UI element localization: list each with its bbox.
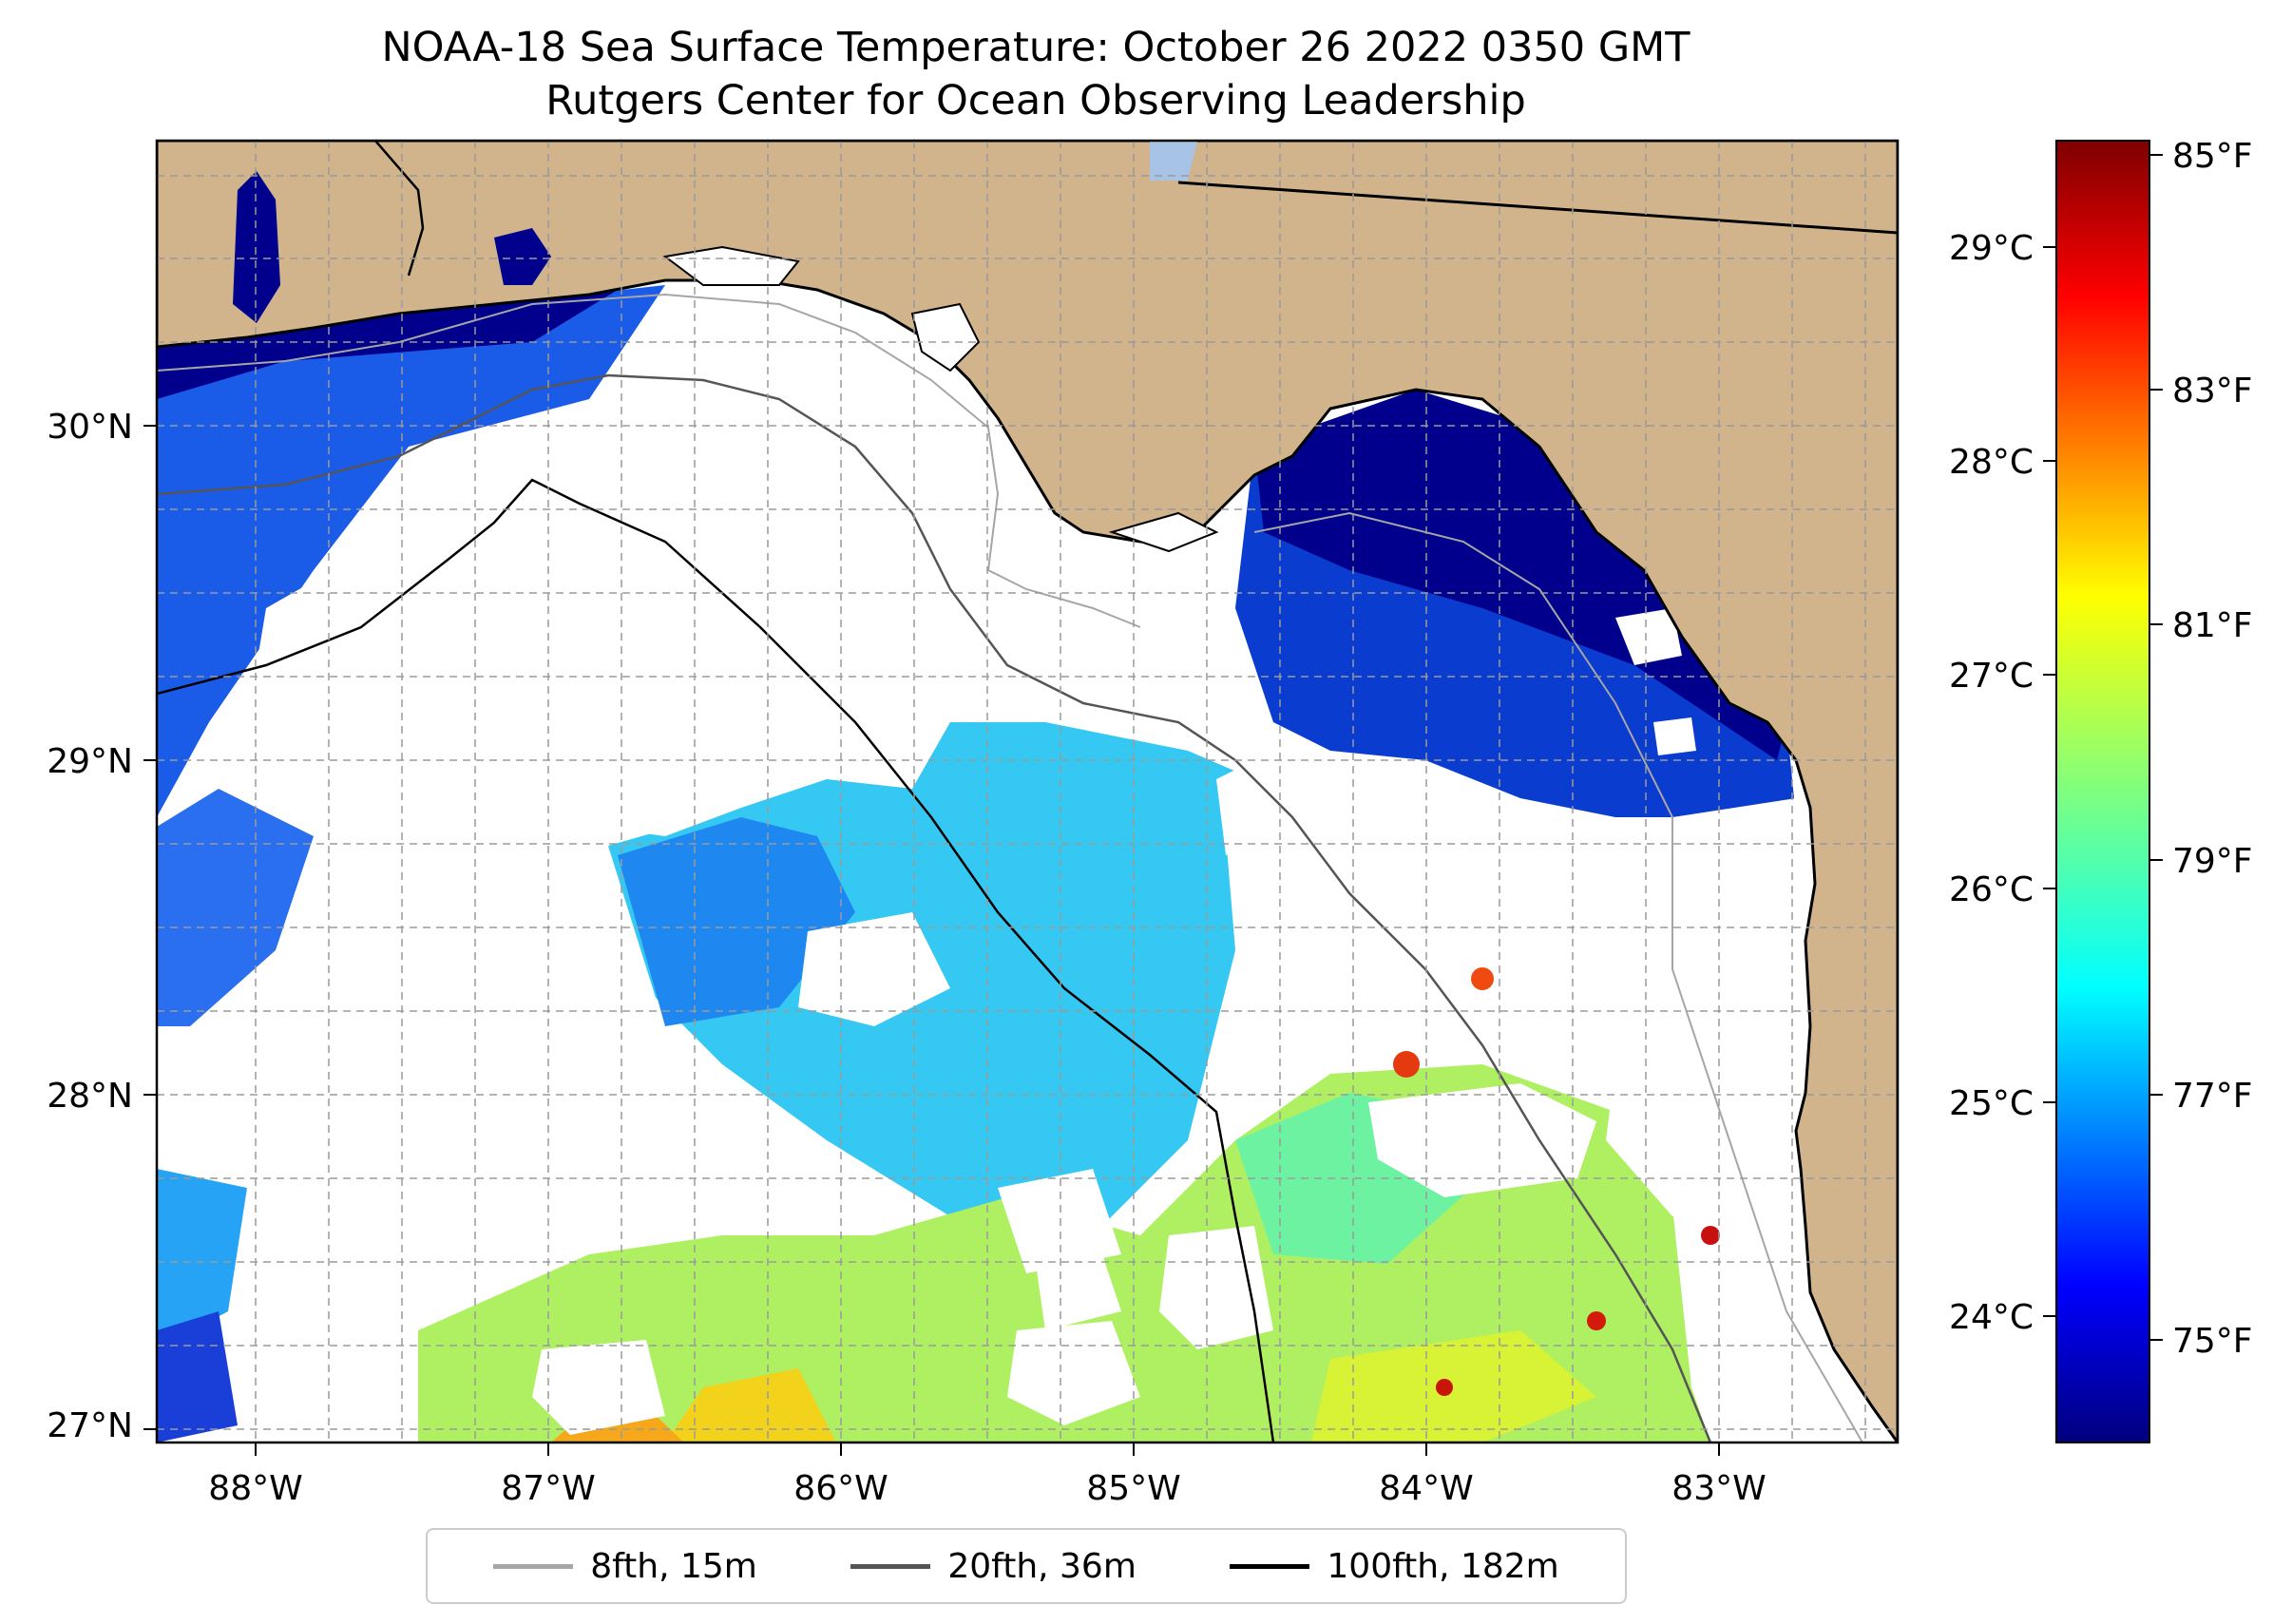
legend-swatch: [850, 1563, 931, 1569]
colorbar-fahrenheit-labels: 85°F 83°F 81°F 79°F 77°F 75°F: [2172, 137, 2253, 1361]
celsius-tick-label: 26°C: [1949, 870, 2034, 909]
map-frame: [155, 139, 1900, 1444]
legend-label: 100fth, 182m: [1327, 1546, 1559, 1586]
state-border-west: [374, 141, 425, 277]
isobath-legend: 8fth, 15m 20fth, 36m 100fth, 182m: [426, 1528, 1627, 1604]
lon-tick-label: 88°W: [208, 1469, 302, 1508]
map-subtitle: Rutgers Center for Ocean Observing Leade…: [545, 77, 1526, 124]
fahrenheit-tick-label: 81°F: [2172, 606, 2253, 645]
isobath-20fth: [157, 373, 1712, 1442]
isobath-8fth-east: [1253, 511, 1863, 1442]
gridlines: [157, 141, 1898, 1442]
legend-item-20fth: 20fth, 36m: [850, 1547, 1136, 1586]
sst-field: [157, 285, 1824, 1442]
lon-tick-label: 87°W: [501, 1469, 595, 1508]
map-panel: [157, 141, 1898, 1442]
state-border: [1177, 181, 1898, 235]
colorbar-celsius-labels: 29°C 28°C 27°C 26°C 25°C 24°C: [1949, 229, 2034, 1337]
isobath-100fth: [157, 478, 1275, 1442]
fahrenheit-tick-label: 79°F: [2172, 842, 2253, 881]
legend-swatch: [493, 1563, 574, 1569]
legend-item-8fth: 8fth, 15m: [493, 1547, 757, 1586]
lat-tick-label: 28°N: [47, 1077, 133, 1116]
celsius-tick-label: 28°C: [1949, 443, 2034, 482]
lon-labels: 88°W 87°W 86°W 85°W 84°W 83°W: [208, 1469, 1766, 1508]
celsius-tick-label: 24°C: [1949, 1298, 2034, 1337]
lon-tick-label: 85°W: [1086, 1469, 1180, 1508]
lat-tick-label: 27°N: [47, 1406, 133, 1445]
axis-ticks: [143, 425, 1720, 1456]
lon-tick-label: 83°W: [1671, 1469, 1766, 1508]
fahrenheit-tick-label: 83°F: [2172, 372, 2253, 411]
colorbar: [2055, 140, 2150, 1443]
legend-swatch: [1230, 1563, 1310, 1569]
lat-labels: 30°N 29°N 28°N 27°N: [47, 408, 133, 1445]
lon-tick-label: 86°W: [793, 1469, 888, 1508]
lat-tick-label: 30°N: [47, 408, 133, 447]
lat-tick-label: 29°N: [47, 742, 133, 781]
map-title: NOAA-18 Sea Surface Temperature: October…: [381, 24, 1690, 71]
legend-label: 8fth, 15m: [590, 1546, 757, 1586]
land: [157, 141, 1898, 1442]
legend-item-100fth: 100fth, 182m: [1230, 1546, 1559, 1586]
fahrenheit-tick-label: 85°F: [2172, 137, 2253, 176]
lon-tick-label: 84°W: [1379, 1469, 1473, 1508]
colorbar-ticks: [2043, 154, 2163, 1341]
celsius-tick-label: 27°C: [1949, 657, 2034, 696]
celsius-tick-label: 29°C: [1949, 229, 2034, 268]
fahrenheit-tick-label: 77°F: [2172, 1077, 2253, 1116]
isobath-8fth: [157, 293, 1141, 628]
legend-label: 20fth, 36m: [947, 1546, 1136, 1586]
celsius-tick-label: 25°C: [1949, 1084, 2034, 1123]
fahrenheit-tick-label: 75°F: [2172, 1322, 2253, 1361]
